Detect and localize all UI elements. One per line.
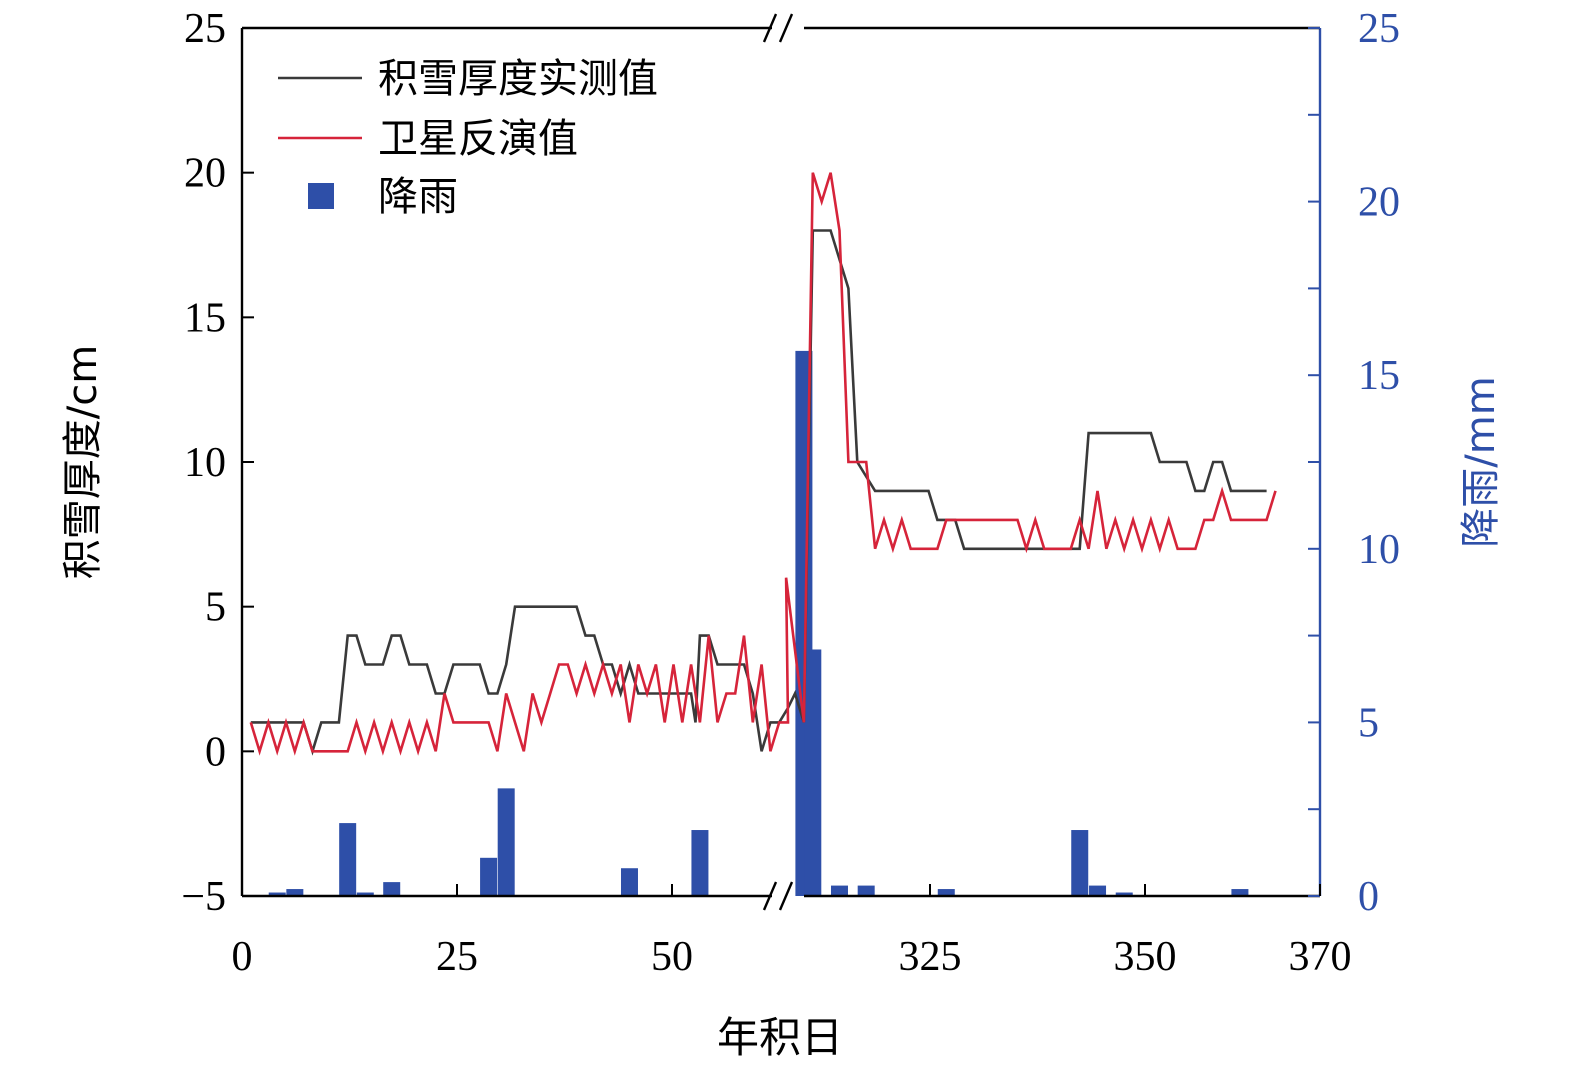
- left-axis: −5 0 5 10 15 20 25: [181, 6, 254, 920]
- rain-bar: [1071, 830, 1089, 896]
- left-axis-label: 积雪厚度/cm: [60, 345, 106, 579]
- legend-label: 降雨: [378, 174, 458, 220]
- bottom-break-mark: [762, 881, 778, 911]
- rain-bar: [268, 892, 286, 896]
- rain-bar: [497, 788, 515, 896]
- left-tick-label: 20: [184, 151, 226, 197]
- right-axis: 0 5 10 15 20 25: [1308, 6, 1400, 920]
- right-tick-label: 20: [1358, 180, 1400, 226]
- rain-bar: [1231, 889, 1249, 896]
- right-tick-label: 5: [1358, 700, 1379, 746]
- rain-bar: [1089, 885, 1107, 896]
- x-axis: 0 25 50 325 350 370: [232, 884, 1352, 980]
- left-tick-label: 25: [184, 6, 226, 52]
- x-tick-label: 350: [1114, 934, 1177, 980]
- x-axis-label: 年积日: [717, 1013, 843, 1062]
- x-tick-label: 0: [232, 934, 253, 980]
- rain-bar: [286, 889, 304, 896]
- legend-label: 积雪厚度实测值: [378, 56, 658, 102]
- x-tick-label: 325: [899, 934, 962, 980]
- right-tick-label: 10: [1358, 527, 1400, 573]
- rain-bar: [1115, 892, 1133, 896]
- right-tick-label: 15: [1358, 353, 1400, 399]
- left-tick-label: −5: [181, 874, 226, 920]
- x-tick-label: 370: [1289, 934, 1352, 980]
- rain-bar: [620, 868, 638, 896]
- legend-label: 卫星反演值: [378, 116, 578, 162]
- rain-bar: [383, 882, 401, 896]
- bottom-break-mark: [778, 881, 794, 911]
- legend-rain-swatch: [308, 183, 334, 209]
- left-tick-label: 10: [184, 440, 226, 486]
- top-break-mark: [778, 13, 794, 43]
- left-tick-label: 15: [184, 295, 226, 341]
- rain-bar: [691, 830, 709, 896]
- rain-bar: [339, 823, 357, 896]
- left-tick-label: 0: [205, 729, 226, 775]
- top-break-mark: [762, 13, 778, 43]
- rain-bar: [830, 885, 848, 896]
- x-tick-label: 25: [436, 934, 478, 980]
- rain-bar: [937, 889, 955, 896]
- series-lines: [249, 172, 1277, 756]
- left-tick-label: 5: [205, 585, 226, 631]
- rain-bar: [356, 892, 374, 896]
- right-tick-label: 0: [1358, 874, 1379, 920]
- right-axis-label: 降雨/mm: [1458, 376, 1504, 547]
- rain-bar: [480, 857, 498, 896]
- right-tick-label: 25: [1358, 6, 1400, 52]
- satellite-line: [249, 172, 1277, 756]
- measured-line: [250, 229, 1267, 756]
- rain-bar: [857, 885, 875, 896]
- x-tick-label: 50: [651, 934, 693, 980]
- rain-bar: [804, 649, 822, 896]
